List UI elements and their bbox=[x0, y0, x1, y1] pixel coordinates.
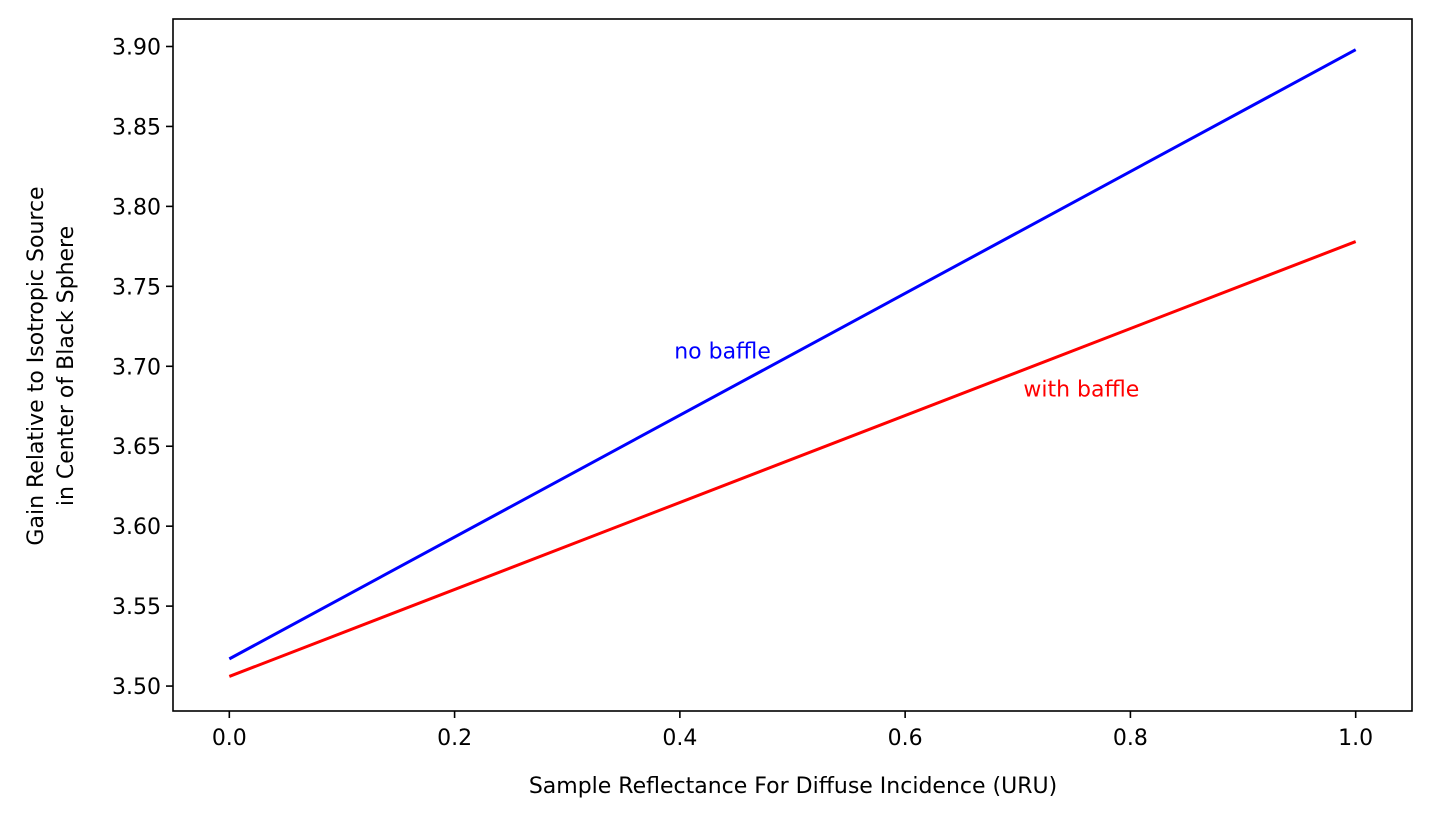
y-tick-label: 3.80 bbox=[112, 195, 161, 220]
series-line-1 bbox=[228, 240, 1357, 678]
annotation-1: with baffle bbox=[1023, 378, 1139, 403]
y-tick-label: 3.70 bbox=[112, 355, 161, 380]
x-tick-label: 1.0 bbox=[1338, 726, 1373, 751]
x-axis-label: Sample Reflectance For Diffuse Incidence… bbox=[529, 774, 1057, 799]
y-axis-label-line-2: in Center of Black Sphere bbox=[54, 226, 79, 506]
axes-frame bbox=[172, 18, 1413, 712]
y-tick-label: 3.75 bbox=[112, 275, 161, 300]
annotations: no baffle with baffle bbox=[674, 339, 1139, 402]
plot-area bbox=[228, 48, 1357, 678]
x-tick-label: 0.8 bbox=[1113, 726, 1148, 751]
y-tick-label: 3.55 bbox=[112, 595, 161, 620]
x-tick-label: 0.0 bbox=[212, 726, 247, 751]
axes: 0.0 0.2 0.4 0.6 0.8 1.0 3.50 3.55 3.60 3.65 3.70 3.… bbox=[112, 18, 1413, 751]
series-line-0 bbox=[228, 48, 1357, 661]
y-tick-label: 3.50 bbox=[112, 675, 161, 700]
y-tick-label: 3.85 bbox=[112, 115, 161, 140]
annotation-0: no baffle bbox=[674, 339, 771, 364]
y-tick-label: 3.60 bbox=[112, 515, 161, 540]
y-axis-label-line-1: Gain Relative to Isotropic Source bbox=[24, 186, 49, 545]
x-tick-label: 0.2 bbox=[437, 726, 472, 751]
y-tick-label: 3.65 bbox=[112, 435, 161, 460]
y-tick-label: 3.90 bbox=[112, 36, 161, 61]
x-tick-label: 0.6 bbox=[888, 726, 923, 751]
x-tick-label: 0.4 bbox=[662, 726, 697, 751]
